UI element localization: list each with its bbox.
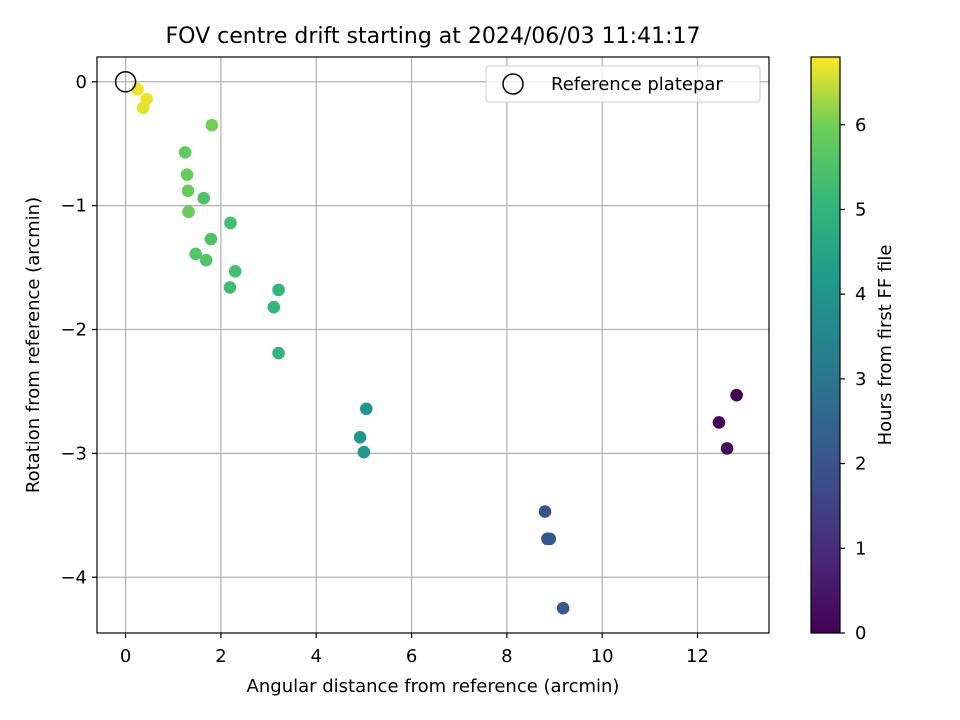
colorbar-tick-label: 1 [855, 538, 866, 559]
data-point [359, 402, 373, 416]
y-tick-label: −4 [60, 567, 87, 588]
data-point [205, 118, 219, 132]
data-point [556, 601, 570, 615]
x-tick-label: 8 [501, 646, 512, 667]
grid-lines [97, 57, 769, 633]
colorbar-tick-label: 6 [855, 115, 866, 136]
data-point [538, 505, 552, 518]
chart-title: FOV centre drift starting at 2024/06/03 … [166, 24, 701, 49]
x-tick-label: 12 [686, 646, 709, 667]
data-point [181, 184, 195, 198]
data-point [720, 442, 734, 455]
data-point [223, 281, 237, 294]
data-point [730, 388, 743, 402]
colorbar-tick-label: 0 [855, 623, 866, 644]
x-tick-label: 10 [591, 646, 614, 667]
legend: Reference platepar [485, 65, 761, 103]
x-tick-label: 2 [215, 646, 226, 667]
data-point [267, 300, 281, 314]
legend-box [485, 65, 761, 103]
colorbar-tick-label: 5 [855, 199, 866, 220]
data-point [353, 430, 367, 444]
data-point [712, 416, 726, 429]
data-point [228, 264, 242, 278]
data-point [543, 532, 557, 546]
y-axis-ticks: 0 −1 −2 −3 −4 [60, 72, 97, 588]
data-point [180, 168, 194, 181]
data-point [189, 247, 202, 261]
y-tick-label: −1 [60, 196, 87, 217]
data-point [182, 205, 195, 219]
y-tick-label: −3 [60, 443, 87, 464]
colorbar-tick-label: 4 [855, 284, 866, 305]
reference-platepar-marker [114, 71, 137, 93]
data-point [272, 283, 285, 297]
colorbar-tick-label: 3 [855, 369, 866, 390]
x-tick-label: 4 [311, 646, 322, 667]
legend-entry-reference-platepar: Reference platepar [551, 74, 723, 95]
legend-marker-reference [502, 73, 524, 95]
data-point [204, 232, 218, 246]
data-point [224, 216, 237, 230]
colorbar-ticks: 0 1 2 3 4 5 6 [840, 115, 866, 644]
data-point [136, 101, 150, 115]
data-point [178, 146, 192, 159]
y-tick-label: 0 [76, 72, 87, 93]
colorbar-gradient [810, 56, 841, 634]
data-point [357, 445, 371, 459]
data-point [197, 191, 211, 205]
x-axis-ticks: 0 2 4 6 8 10 12 [120, 633, 709, 667]
plot-frame [96, 56, 770, 634]
colorbar-label: Hours from first FF file [875, 245, 896, 446]
data-point [272, 346, 285, 360]
data-points [114, 71, 743, 615]
colorbar-tick-label: 2 [855, 454, 866, 475]
x-tick-label: 0 [120, 646, 131, 667]
x-axis-label: Angular distance from reference (arcmin) [247, 676, 620, 697]
x-tick-label: 6 [406, 646, 417, 667]
y-axis-label: Rotation from reference (arcmin) [23, 197, 44, 493]
colorbar: 0 1 2 3 4 5 6 Hours from first FF file [810, 56, 896, 644]
data-point [199, 253, 213, 267]
y-tick-label: −2 [60, 320, 87, 341]
